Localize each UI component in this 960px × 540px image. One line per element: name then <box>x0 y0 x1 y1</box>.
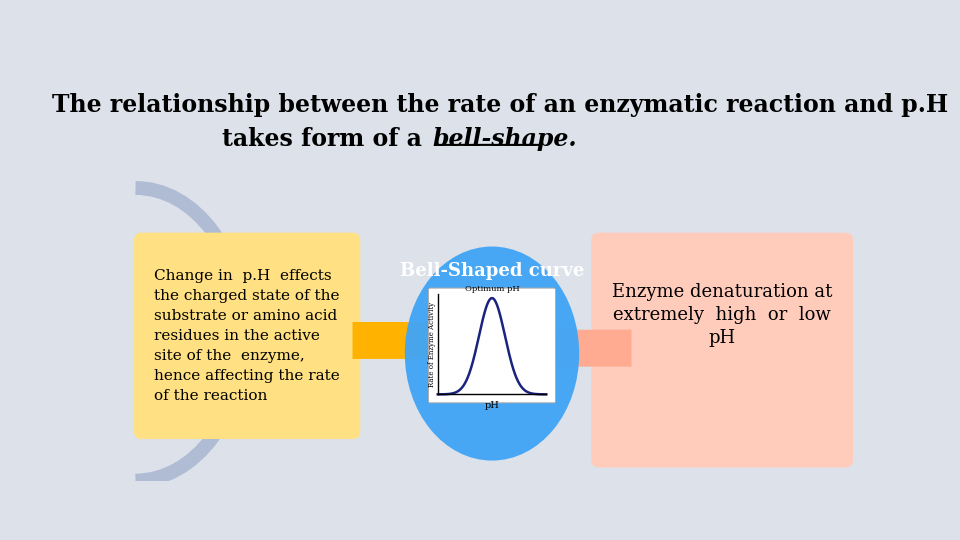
FancyArrow shape <box>506 323 632 373</box>
Text: pH: pH <box>708 329 735 347</box>
Text: Optimum pH: Optimum pH <box>465 286 519 294</box>
Text: Rate of Enzyme Activity: Rate of Enzyme Activity <box>428 302 437 387</box>
FancyArrow shape <box>352 315 478 366</box>
Ellipse shape <box>405 247 579 461</box>
Text: Change in  p.H  effects
the charged state of the
substrate or amino acid
residue: Change in p.H effects the charged state … <box>155 269 340 403</box>
Text: The relationship between the rate of an enzymatic reaction and p.H: The relationship between the rate of an … <box>52 93 948 117</box>
FancyBboxPatch shape <box>591 233 853 468</box>
FancyBboxPatch shape <box>428 288 556 403</box>
Text: Bell-Shaped curve: Bell-Shaped curve <box>399 262 585 280</box>
FancyBboxPatch shape <box>134 233 360 439</box>
Text: extremely  high  or  low: extremely high or low <box>613 306 831 324</box>
Text: takes form of a: takes form of a <box>222 127 430 152</box>
Text: Enzyme denaturation at: Enzyme denaturation at <box>612 283 832 301</box>
Text: pH: pH <box>485 401 499 409</box>
Text: bell-shape.: bell-shape. <box>432 127 577 152</box>
